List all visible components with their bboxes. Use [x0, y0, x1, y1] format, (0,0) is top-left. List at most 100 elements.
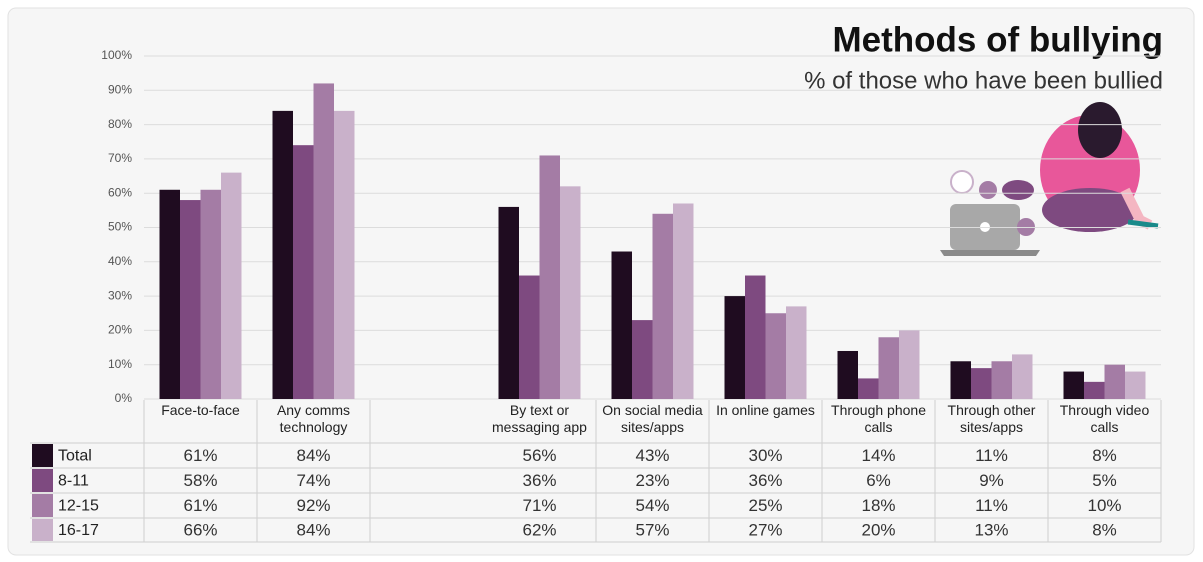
- bar: [991, 361, 1012, 399]
- bar: [293, 145, 314, 399]
- table-value: 61%: [183, 496, 217, 515]
- y-tick-label: 30%: [108, 288, 132, 302]
- x-tick-label: Through phone calls: [831, 402, 926, 435]
- legend-label: 8-11: [58, 473, 89, 490]
- bar: [519, 275, 540, 399]
- table-value: 92%: [296, 496, 330, 515]
- bar: [950, 361, 971, 399]
- x-tick-label: By text or messaging app: [492, 402, 587, 435]
- table-value: 27%: [748, 520, 782, 539]
- table-value: 62%: [522, 520, 556, 539]
- table-value: 84%: [296, 520, 330, 539]
- table-value: 8%: [1092, 446, 1117, 465]
- table-value: 11%: [975, 496, 1008, 515]
- bar: [971, 368, 992, 399]
- y-tick-label: 20%: [108, 323, 132, 337]
- y-tick-label: 80%: [108, 117, 132, 131]
- x-tick-label-box: In online games: [716, 402, 815, 418]
- x-tick-label: In online games: [716, 402, 815, 418]
- bar: [1104, 364, 1125, 399]
- x-tick-label-box: Through video calls: [1059, 402, 1150, 435]
- x-tick-label-box: Face-to-face: [161, 402, 240, 418]
- y-tick-label: 100%: [101, 48, 132, 62]
- y-tick-label: 90%: [108, 82, 132, 96]
- table-value: 36%: [522, 471, 556, 490]
- bar: [611, 251, 632, 399]
- bar: [878, 337, 899, 399]
- legend-label: 16-17: [58, 522, 99, 539]
- bar: [673, 203, 694, 399]
- table-value: 11%: [975, 446, 1008, 465]
- table-value: 23%: [635, 471, 669, 490]
- bar: [837, 350, 858, 399]
- table-value: 6%: [866, 471, 891, 490]
- bar: [1063, 371, 1084, 399]
- y-tick-label: 50%: [108, 220, 132, 234]
- table-value: 84%: [296, 446, 330, 465]
- table-value: 36%: [748, 471, 782, 490]
- legend-label: 12-15: [58, 498, 99, 515]
- y-tick-label: 40%: [108, 254, 132, 268]
- table-value: 18%: [861, 496, 895, 515]
- x-tick-label: On social media sites/apps: [602, 402, 703, 435]
- x-tick-label-box: Through other sites/apps: [947, 402, 1036, 435]
- bar: [899, 330, 920, 399]
- x-tick-label: Through video calls: [1059, 402, 1150, 435]
- bar: [159, 189, 180, 399]
- bar: [560, 186, 581, 399]
- x-tick-label-box: Any comms technology: [276, 402, 351, 435]
- bar: [313, 83, 334, 399]
- table-value: 74%: [296, 471, 330, 490]
- illustration: [940, 102, 1159, 256]
- bar: [1125, 371, 1146, 399]
- legend-label: Total: [58, 448, 92, 465]
- bar: [745, 275, 766, 399]
- table-value: 8%: [1092, 520, 1117, 539]
- x-tick-label: Through other sites/apps: [947, 402, 1036, 435]
- bar: [765, 313, 786, 399]
- bar: [180, 200, 201, 399]
- table-value: 66%: [183, 520, 217, 539]
- x-tick-label-box: By text or messaging app: [492, 402, 587, 435]
- table-value: 30%: [748, 446, 782, 465]
- x-tick-label: Face-to-face: [161, 402, 240, 418]
- bar: [200, 189, 221, 399]
- bar: [1012, 354, 1033, 399]
- y-tick-label: 0%: [115, 391, 133, 405]
- bar: [498, 206, 519, 399]
- x-tick-label: Any comms technology: [276, 402, 351, 435]
- y-tick-label: 70%: [108, 151, 132, 165]
- y-tick-label: 10%: [108, 357, 132, 371]
- chart-title: Methods of bullying: [832, 20, 1163, 59]
- bar: [632, 320, 653, 399]
- table-value: 71%: [522, 496, 556, 515]
- table-value: 20%: [861, 520, 895, 539]
- table-value: 56%: [522, 446, 556, 465]
- y-tick-label: 60%: [108, 185, 132, 199]
- legend-swatch: [32, 444, 53, 467]
- bar: [272, 110, 293, 399]
- bar: [724, 296, 745, 399]
- table-value: 57%: [635, 520, 669, 539]
- table-value: 61%: [183, 446, 217, 465]
- bar: [786, 306, 807, 399]
- table-value: 14%: [861, 446, 895, 465]
- table-value: 13%: [974, 520, 1008, 539]
- card: [7, 7, 1195, 556]
- table-value: 25%: [748, 496, 782, 515]
- bar: [858, 378, 879, 399]
- table-value: 58%: [183, 471, 217, 490]
- legend-swatch: [32, 519, 53, 541]
- table-value: 10%: [1087, 496, 1121, 515]
- legend-swatch: [32, 469, 53, 492]
- table-value: 5%: [1092, 471, 1117, 490]
- bar: [539, 155, 560, 399]
- table-value: 54%: [635, 496, 669, 515]
- table-value: 43%: [635, 446, 669, 465]
- table-value: 9%: [979, 471, 1004, 490]
- bar: [221, 172, 242, 399]
- x-tick-label-box: Through phone calls: [831, 402, 926, 435]
- legend-swatch: [32, 494, 53, 517]
